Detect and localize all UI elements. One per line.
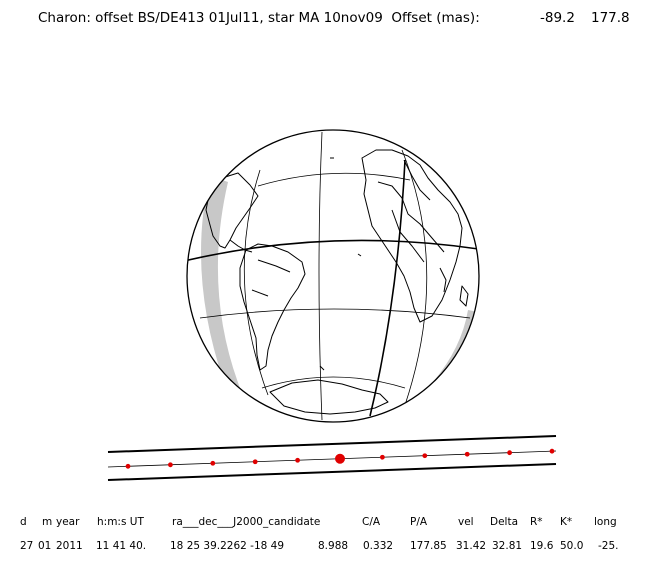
chord-point	[507, 450, 512, 456]
title-text: Charon: offset BS/DE413 01Jul11, star MA…	[38, 10, 480, 26]
value-cell: 177.85	[410, 540, 447, 552]
night-side-right	[426, 310, 478, 390]
header-cell: vel	[458, 516, 474, 528]
parallels	[199, 172, 471, 389]
value-cell: 2011	[56, 540, 83, 552]
offset-y-value: 177.8	[591, 10, 630, 26]
value-cell: 01	[38, 540, 52, 552]
centre-line	[107, 450, 557, 468]
chord-point	[380, 454, 385, 460]
meridians	[243, 131, 428, 421]
shadow-path-line	[187, 239, 479, 263]
header-cell: R*	[530, 516, 543, 528]
header-cell: C/A	[362, 516, 381, 528]
table-header-row: d m year h:m:s UT ra___dec___J2000_candi…	[0, 516, 646, 532]
value-cell: 8.988	[318, 540, 349, 552]
globe-outline	[186, 129, 480, 423]
continents	[205, 149, 469, 415]
north-america-outline	[205, 172, 259, 249]
chord-point	[210, 460, 216, 466]
title-bar: Charon: offset BS/DE413 01Jul11, star MA…	[0, 10, 646, 36]
north-limit-line	[107, 435, 557, 453]
south-limit-line	[107, 463, 557, 481]
value-cell: 11 41 40.	[96, 540, 147, 552]
header-cell: m	[42, 516, 53, 528]
table-value-row: 27 01 2011 11 41 40. 18 25 39.2262 -18 4…	[0, 540, 646, 556]
value-cell: 0.332	[363, 540, 394, 552]
chord-point	[295, 457, 300, 463]
value-cell: 18 25 39.2262 -18 49	[170, 540, 285, 552]
chord-point	[422, 453, 428, 459]
header-cell: year	[56, 516, 80, 528]
header-cell: long	[594, 516, 617, 528]
chord-point-main	[335, 453, 345, 464]
chord-points	[125, 448, 555, 469]
offset-x-value: -89.2	[540, 10, 575, 26]
chord-strip	[107, 435, 557, 481]
header-cell: ra___dec___J2000_candidate	[172, 516, 321, 528]
header-cell: P/A	[410, 516, 428, 528]
header-cell: K*	[560, 516, 573, 528]
value-cell: 32.81	[492, 540, 523, 552]
africa-outline	[361, 149, 463, 323]
header-cell: Delta	[490, 516, 519, 528]
chord-point	[168, 462, 173, 468]
terminator-line	[369, 159, 406, 417]
value-cell: 31.42	[456, 540, 487, 552]
chord-point	[252, 459, 258, 465]
madagascar-outline	[459, 285, 469, 307]
value-cell: -25.	[598, 540, 619, 552]
chord-point	[464, 451, 470, 457]
south-america-outline	[239, 243, 306, 371]
chord-point	[125, 463, 131, 469]
antarctica-outline	[269, 379, 389, 415]
value-cell: 50.0	[560, 540, 584, 552]
chord-point	[549, 448, 555, 454]
value-cell: 19.6	[530, 540, 554, 552]
header-cell: h:m:s UT	[97, 516, 144, 528]
header-cell: d	[20, 516, 27, 528]
value-cell: 27	[20, 540, 34, 552]
globe	[186, 129, 480, 423]
